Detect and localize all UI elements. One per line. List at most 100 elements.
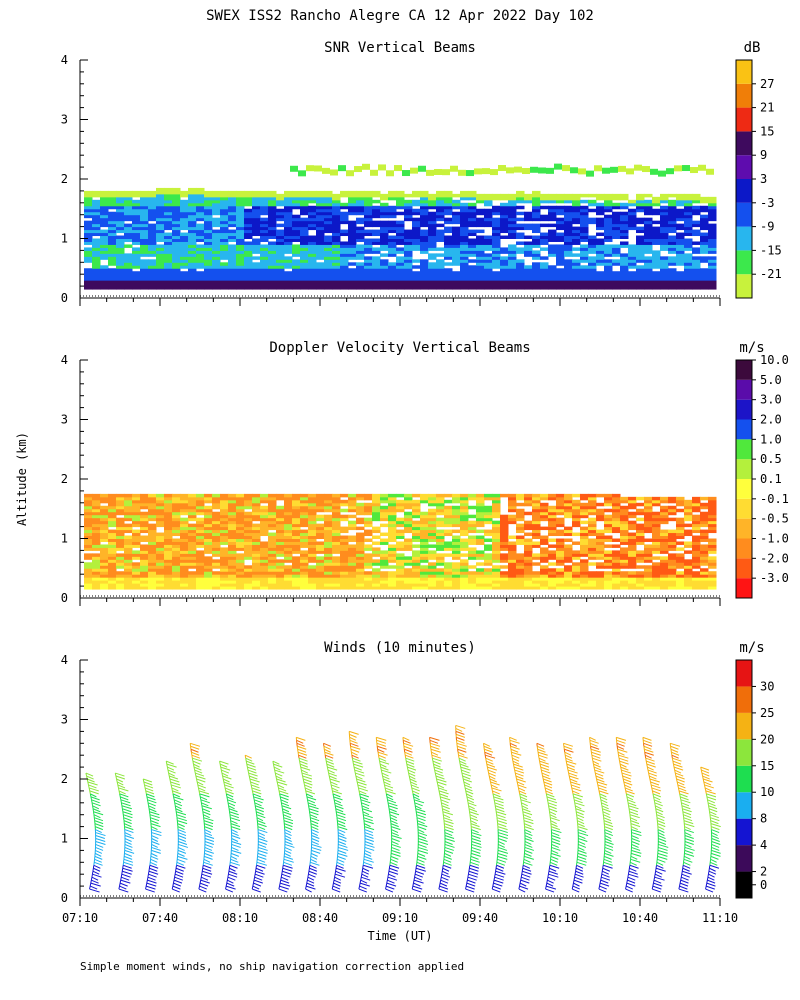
doppler-cell	[92, 520, 101, 525]
snr-cell	[348, 277, 357, 281]
doppler-cell	[268, 559, 277, 563]
doppler-cell	[468, 535, 477, 539]
snr-cell	[708, 247, 717, 251]
snr-cell	[236, 280, 245, 284]
doppler-cell	[292, 526, 301, 531]
doppler-cell	[124, 535, 133, 539]
snr-cell	[244, 220, 253, 225]
doppler-cell	[348, 571, 357, 575]
snr-cell	[604, 259, 613, 263]
snr-cell	[204, 277, 213, 281]
snr-cell	[156, 274, 165, 278]
doppler-cell	[676, 559, 685, 563]
doppler-cell	[436, 562, 445, 566]
snr-cell	[460, 253, 469, 257]
snr-cell	[532, 268, 541, 272]
doppler-cell	[492, 532, 501, 537]
snr-cell	[524, 244, 533, 248]
doppler-cell	[556, 520, 565, 525]
doppler-cell	[692, 550, 701, 554]
doppler-cell	[492, 523, 501, 528]
doppler-cell	[332, 505, 341, 510]
doppler-cell	[412, 550, 421, 554]
doppler-cell	[372, 541, 381, 545]
snr-cell	[308, 256, 317, 260]
snr-cell	[372, 238, 381, 242]
snr-cell	[148, 262, 157, 266]
snr-cell	[132, 250, 141, 254]
snr-cell	[580, 238, 589, 242]
snr-cell	[236, 223, 245, 228]
snr-cell	[508, 247, 517, 251]
doppler-cell	[500, 556, 509, 560]
doppler-cell	[324, 556, 333, 560]
doppler-cell	[332, 535, 341, 539]
doppler-cell	[340, 574, 349, 578]
snr-cell	[460, 256, 469, 260]
snr-cell	[468, 244, 477, 248]
doppler-cell	[628, 511, 637, 516]
doppler-cell	[220, 523, 229, 528]
snr-cell	[260, 211, 269, 216]
doppler-cell	[580, 577, 589, 581]
snr-cell	[244, 229, 253, 234]
snr-colorbar-label: 27	[760, 77, 774, 91]
snr-cell	[434, 168, 442, 175]
doppler-cell	[460, 538, 469, 542]
figure-title: SWEX ISS2 Rancho Alegre CA 12 Apr 2022 D…	[206, 8, 594, 24]
doppler-cell	[380, 565, 389, 569]
snr-cell	[116, 196, 125, 201]
snr-cell	[204, 208, 213, 213]
snr-cell	[156, 193, 165, 198]
snr-cell	[396, 202, 405, 207]
snr-cell	[436, 193, 445, 198]
snr-cell	[548, 223, 557, 228]
wind-barb	[147, 876, 156, 881]
doppler-cell	[708, 571, 717, 575]
snr-cell	[348, 280, 357, 284]
snr-cell	[420, 283, 429, 287]
snr-cell	[356, 283, 365, 287]
snr-cell	[156, 217, 165, 222]
doppler-cell	[604, 559, 613, 563]
doppler-cell	[652, 535, 661, 539]
doppler-cell	[332, 514, 341, 519]
snr-cell	[268, 217, 277, 222]
doppler-cell	[684, 517, 693, 522]
doppler-cell	[164, 508, 173, 513]
snr-cell	[260, 223, 269, 228]
doppler-cell	[396, 517, 405, 522]
doppler-cell	[276, 511, 285, 516]
snr-cell	[380, 205, 389, 210]
doppler-cell	[692, 526, 701, 531]
snr-cell	[164, 283, 173, 287]
doppler-cell	[316, 529, 325, 534]
snr-cell	[580, 193, 589, 198]
snr-cell	[332, 253, 341, 257]
snr-cell	[356, 238, 365, 242]
doppler-cell	[500, 517, 509, 522]
snr-cell	[484, 277, 493, 281]
snr-cell	[124, 259, 133, 263]
snr-cell	[212, 196, 221, 201]
snr-cell	[500, 226, 509, 231]
wind-barb	[90, 793, 97, 798]
snr-cell	[484, 196, 493, 201]
snr-cell	[412, 193, 421, 198]
doppler-cell	[452, 553, 461, 557]
doppler-cell	[404, 511, 413, 516]
doppler-cell	[404, 571, 413, 575]
snr-cell	[532, 283, 541, 287]
snr-cell	[700, 238, 709, 242]
snr-cell	[124, 238, 133, 242]
doppler-cell	[228, 583, 237, 587]
wind-barb	[91, 802, 101, 807]
doppler-cell	[148, 526, 157, 531]
snr-cell	[460, 226, 469, 231]
snr-cell	[284, 223, 293, 228]
snr-cell	[228, 235, 237, 239]
doppler-cell	[468, 547, 477, 551]
snr-cell	[164, 274, 173, 278]
wind-barb	[177, 855, 188, 860]
snr-cell	[508, 280, 517, 284]
